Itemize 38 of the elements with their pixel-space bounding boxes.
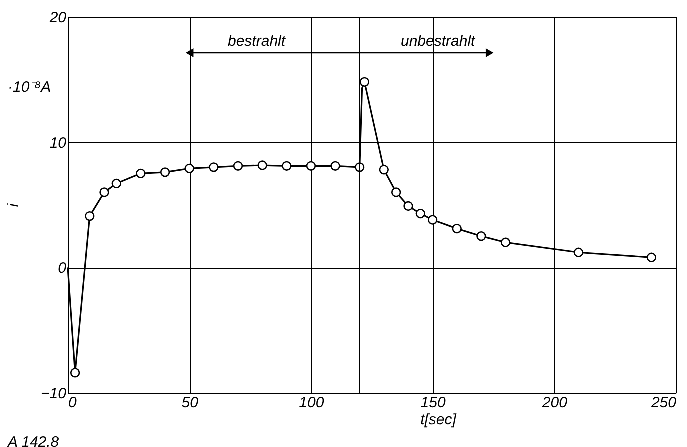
text: ·10⁻⁸A	[8, 79, 52, 96]
x-axis-title: t[sec]	[420, 412, 458, 428]
point	[184, 164, 194, 174]
y-axis-title: i	[5, 203, 22, 208]
annotation: bestrahlt	[228, 33, 286, 50]
point	[85, 211, 95, 222]
point	[574, 248, 584, 258]
y-tick-label: 0	[58, 260, 68, 278]
x-tick-label: 100	[299, 394, 325, 412]
x-tick-label: 250	[650, 394, 678, 412]
point	[209, 162, 219, 172]
y-tick-label: 20	[48, 10, 68, 26]
point	[646, 252, 657, 262]
point	[160, 168, 170, 178]
x-tick-label: 50	[182, 394, 200, 412]
point	[404, 201, 414, 212]
point	[258, 160, 268, 170]
text: A 142.8	[7, 434, 60, 447]
point	[100, 188, 110, 198]
point	[70, 368, 80, 378]
point	[282, 161, 292, 171]
point	[330, 161, 340, 171]
point	[112, 178, 122, 189]
y-tick-label: 10	[50, 134, 68, 152]
point	[136, 168, 146, 178]
point	[379, 165, 389, 175]
point	[360, 77, 370, 87]
point	[476, 232, 486, 242]
point	[500, 238, 511, 248]
point	[416, 208, 426, 219]
y-tick-label: −10	[41, 386, 68, 402]
x-tick-label: 150	[420, 394, 446, 412]
point	[306, 161, 316, 171]
point	[391, 188, 402, 198]
point	[452, 224, 462, 234]
point	[428, 215, 438, 225]
x-tick-label: 200	[541, 394, 568, 412]
point	[233, 161, 244, 171]
